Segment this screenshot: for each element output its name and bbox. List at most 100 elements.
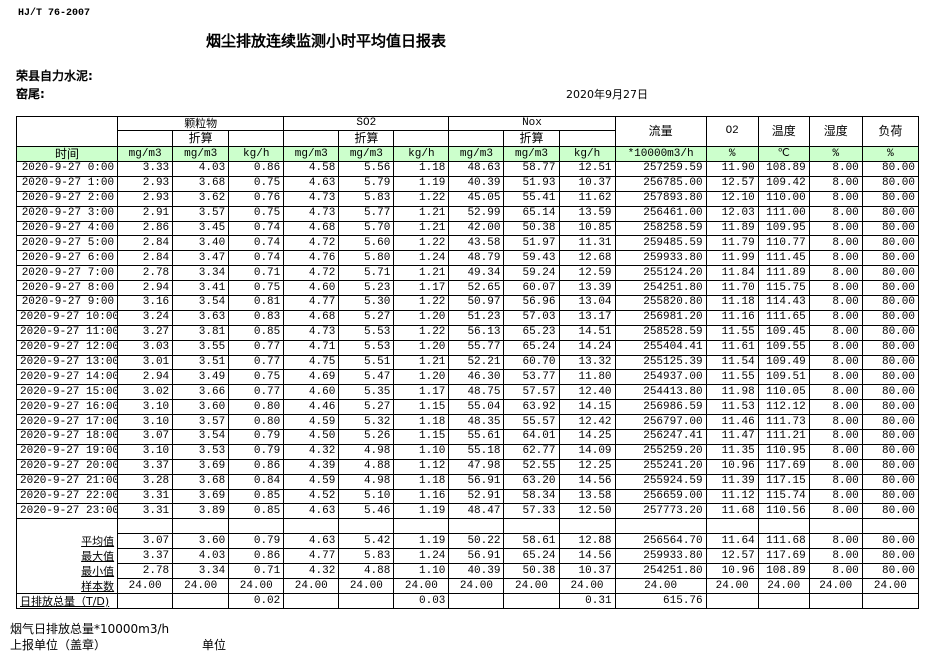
value-cell: 11.79 [705, 235, 759, 252]
value-cell: 115.74 [757, 488, 810, 505]
summary-value: 4.77 [283, 548, 340, 565]
value-cell: 115.75 [757, 280, 810, 297]
value-cell: 4.69 [283, 369, 340, 386]
value-cell: 5.47 [338, 369, 395, 386]
report-date: 2020年9月27日 [566, 88, 648, 101]
value-cell: 80.00 [861, 220, 920, 237]
header-converted: 折算 [338, 130, 395, 147]
value-cell: 5.70 [338, 220, 395, 237]
value-cell: 1.22 [393, 190, 450, 207]
value-cell: 11.47 [705, 429, 759, 445]
header-blank [283, 130, 340, 147]
table-row: 2020-9-27 3:00 2.91 3.57 0.75 4.73 5.77 1.21 52… [15, 205, 920, 222]
value-cell: 80.00 [861, 190, 920, 207]
value-cell: 111.21 [757, 429, 810, 445]
value-cell: 114.43 [757, 295, 810, 311]
summary-value: 58.61 [503, 533, 560, 550]
time-cell: 2020-9-27 23:00 [15, 503, 119, 520]
value-cell: 42.00 [448, 220, 505, 237]
value-cell: 3.03 [117, 339, 174, 356]
value-cell: 254251.80 [614, 280, 707, 297]
summary-value: 108.89 [757, 563, 810, 580]
value-cell: 3.33 [117, 161, 174, 177]
header-blank [558, 130, 616, 147]
value-cell: 48.75 [448, 384, 505, 401]
value-cell: 80.00 [861, 205, 920, 222]
summary-value: 24.00 [448, 578, 505, 595]
value-cell: 108.89 [757, 161, 810, 177]
value-cell: 3.54 [172, 429, 230, 445]
value-cell: 52.55 [503, 458, 560, 475]
value-cell: 1.18 [393, 161, 450, 177]
value-cell: 0.80 [228, 399, 285, 416]
value-cell: 5.53 [338, 339, 395, 356]
value-cell: 255924.59 [614, 473, 707, 490]
value-cell: 13.39 [558, 280, 616, 297]
table-row: 2020-9-27 9:00 3.16 3.54 0.81 4.77 5.30 1.22 50… [15, 295, 920, 311]
value-cell: 255259.20 [614, 443, 707, 460]
value-cell: 2.94 [117, 369, 174, 386]
value-cell: 63.92 [503, 399, 560, 416]
value-cell: 109.51 [757, 369, 810, 386]
summary-value: 0.86 [228, 548, 285, 565]
value-cell: 59.43 [503, 250, 560, 267]
value-cell: 3.41 [172, 280, 230, 297]
value-cell: 5.26 [338, 429, 395, 445]
value-cell: 60.07 [503, 280, 560, 297]
value-cell: 11.46 [705, 414, 759, 431]
value-cell: 4.50 [283, 429, 340, 445]
value-cell: 80.00 [861, 384, 920, 401]
value-cell: 111.89 [757, 265, 810, 282]
value-cell: 5.30 [338, 295, 395, 311]
blank-cell [448, 518, 505, 535]
value-cell: 5.35 [338, 384, 395, 401]
value-cell: 3.07 [117, 429, 174, 445]
value-cell: 60.70 [503, 354, 560, 371]
unit-cell: mg/m3 [448, 146, 505, 162]
value-cell: 5.56 [338, 161, 395, 177]
value-cell: 254937.00 [614, 369, 707, 386]
value-cell: 80.00 [861, 265, 920, 282]
report-table: 颗粒物 SO2 Nox 流量 O2 温度 湿度 负荷 折算 折算 折算 时间 mg… [15, 116, 920, 610]
value-cell: 5.77 [338, 205, 395, 222]
value-cell: 5.79 [338, 175, 395, 192]
summary-value: 24.00 [503, 578, 560, 595]
value-cell: 48.47 [448, 503, 505, 520]
unit-cell: kg/h [228, 146, 285, 162]
value-cell: 4.73 [283, 190, 340, 207]
value-cell: 0.74 [228, 220, 285, 237]
value-cell: 1.19 [393, 503, 450, 520]
value-cell: 46.30 [448, 369, 505, 386]
value-cell: 56.96 [503, 295, 560, 311]
value-cell: 8.00 [808, 235, 863, 252]
value-cell: 0.75 [228, 205, 285, 222]
kiln-label: 窑尾: [16, 87, 45, 101]
value-cell: 8.00 [808, 473, 863, 490]
summary-value: 1.10 [393, 563, 450, 580]
summary-value: 4.32 [283, 563, 340, 580]
summary-value: 80.00 [861, 548, 920, 565]
value-cell: 258528.59 [614, 324, 707, 341]
report-title: 烟尘排放连续监测小时平均值日报表 [206, 32, 447, 50]
value-cell: 4.88 [338, 458, 395, 475]
header-row-converted: 折算 折算 折算 [17, 130, 919, 147]
daily-total-value [861, 593, 920, 610]
value-cell: 50.38 [503, 220, 560, 237]
value-cell: 48.63 [448, 161, 505, 177]
summary-value: 3.37 [117, 548, 174, 565]
value-cell: 8.00 [808, 458, 863, 475]
summary-label: 样本数 [15, 578, 119, 594]
value-cell: 0.84 [228, 473, 285, 490]
value-cell: 1.22 [393, 295, 450, 311]
company-name: 荣县自力水泥: [16, 69, 93, 83]
summary-value: 12.88 [558, 533, 616, 550]
value-cell: 110.00 [757, 190, 810, 207]
summary-value: 8.00 [808, 563, 863, 580]
summary-value: 117.69 [757, 548, 810, 565]
blank-cell [283, 518, 340, 535]
value-cell: 0.75 [228, 369, 285, 386]
time-cell: 2020-9-27 14:00 [15, 369, 119, 386]
value-cell: 12.03 [705, 205, 759, 222]
time-cell: 2020-9-27 9:00 [15, 295, 119, 311]
value-cell: 56.13 [448, 324, 505, 341]
